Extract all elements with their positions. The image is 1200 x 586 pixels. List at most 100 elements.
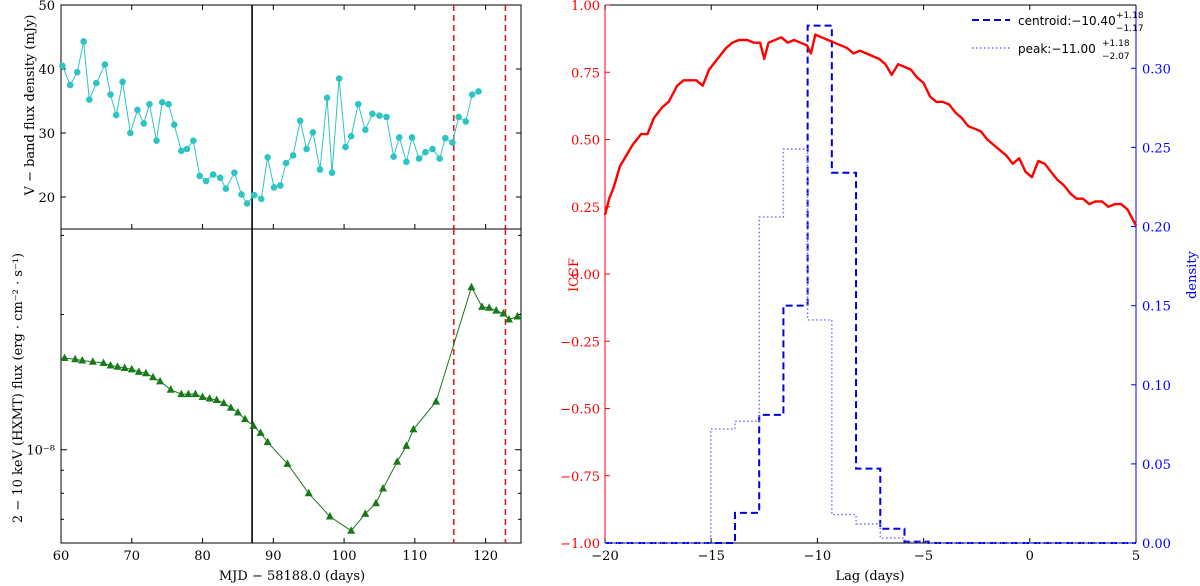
ytick-label: 10⁻⁸ <box>26 444 55 459</box>
y2tick-label: 0.15 <box>1142 300 1171 315</box>
vband-point <box>347 132 355 140</box>
right-ylabel: ICCF <box>567 258 582 292</box>
vband-point <box>216 174 224 182</box>
vband-point <box>134 106 141 114</box>
vband-point <box>270 184 278 191</box>
xray-point <box>88 357 97 365</box>
vband-point <box>468 91 476 98</box>
y2tick-label: 0.00 <box>1142 537 1171 552</box>
vband-point <box>264 154 271 161</box>
xray-point <box>256 428 265 436</box>
vband-point <box>183 145 191 153</box>
ytick-label: 0.75 <box>571 66 600 81</box>
xtick-label: 90 <box>265 549 282 564</box>
vband-point <box>59 62 66 70</box>
xtick-label: 5 <box>1132 549 1140 564</box>
xray-point <box>149 372 157 381</box>
vband-point <box>455 113 463 121</box>
vband-point <box>146 100 153 108</box>
xray-point <box>113 362 122 370</box>
vband-point <box>354 100 362 108</box>
vband-point <box>403 158 410 166</box>
xray-point <box>141 368 150 377</box>
vband-point <box>153 137 160 144</box>
xray-point <box>184 389 193 398</box>
xray-point <box>409 424 418 433</box>
ytick-label: 1.00 <box>571 0 600 14</box>
xray-series-line <box>64 285 518 532</box>
xtick-label: 70 <box>123 549 140 564</box>
legend-peak-sub: −2.07 <box>1102 52 1130 62</box>
xtick-label: 80 <box>194 549 211 564</box>
xray-point <box>212 395 221 404</box>
vband-point <box>303 145 310 153</box>
vband-point <box>429 145 436 153</box>
vband-point <box>222 185 230 192</box>
xray-point <box>485 303 494 311</box>
vband-point <box>243 200 251 207</box>
xray-point <box>361 509 370 517</box>
xray-point <box>263 437 272 446</box>
vband-point <box>415 155 423 162</box>
right-y2label: density <box>1185 250 1200 298</box>
vband-point <box>383 113 390 121</box>
ytick-label: −0.50 <box>560 403 600 418</box>
vband-point <box>250 191 258 199</box>
xray-point <box>371 498 380 507</box>
vband-point <box>282 159 290 167</box>
xray-point <box>120 363 129 372</box>
vband-point <box>73 68 81 76</box>
vband-point <box>119 78 126 86</box>
vband-point <box>390 153 397 160</box>
vband-point <box>362 126 369 134</box>
y2tick-label: 0.10 <box>1142 379 1171 394</box>
xray-point <box>513 311 522 320</box>
vband-point <box>462 118 470 125</box>
vband-point <box>289 152 297 159</box>
xray-point <box>241 414 249 423</box>
xtick-label: 110 <box>402 549 427 564</box>
vband-point <box>376 112 383 120</box>
ytick-label: −0.75 <box>560 470 600 485</box>
bottom-left-ylabel: 2 − 10 keV (HXMT) flux (erg · cm⁻² · s⁻¹… <box>11 253 26 523</box>
vband-point <box>277 182 284 189</box>
vband-point <box>342 143 349 151</box>
vband-point <box>436 155 443 162</box>
xray-point <box>134 367 143 375</box>
vband-point <box>475 88 482 95</box>
xray-point <box>478 302 487 310</box>
xtick-label: 100 <box>332 549 357 564</box>
ytick-label: −1.00 <box>560 537 600 552</box>
vband-point <box>190 137 197 144</box>
legend-centroid-sub: −1.17 <box>1116 24 1144 34</box>
ytick-label: 0.25 <box>571 201 600 216</box>
vband-point <box>178 147 185 155</box>
legend: centroid:−10.40 +1.18 −1.17 peak:−11.00 … <box>972 11 1144 62</box>
vband-point <box>257 195 265 203</box>
vband-point <box>101 61 109 68</box>
xray-point <box>347 526 356 534</box>
xray-point <box>78 355 87 364</box>
vband-point <box>209 171 217 178</box>
vband-point <box>66 81 74 89</box>
xray-point <box>166 385 175 393</box>
xtick-label: 120 <box>473 549 498 564</box>
vband-point <box>449 139 456 146</box>
vband-point <box>140 120 148 127</box>
xtick-label: −5 <box>914 549 933 564</box>
centroid-histogram <box>605 24 1136 544</box>
xray-point <box>249 421 258 429</box>
xray-point <box>402 441 411 449</box>
vband-point <box>231 169 238 176</box>
ytick-label: −0.25 <box>560 335 600 350</box>
vband-point <box>158 98 166 106</box>
vband-point <box>296 117 304 125</box>
xray-point <box>325 512 334 520</box>
xray-point <box>504 314 513 323</box>
xray-point <box>492 306 501 314</box>
right-panel: −1.00 −0.75 −0.50 −0.25 0.00 0.25 0.50 0.75 1.00… <box>560 0 1171 564</box>
xray-point <box>379 483 387 492</box>
ytick-label: 20 <box>38 191 55 206</box>
ytick-label: 0.00 <box>571 268 600 283</box>
